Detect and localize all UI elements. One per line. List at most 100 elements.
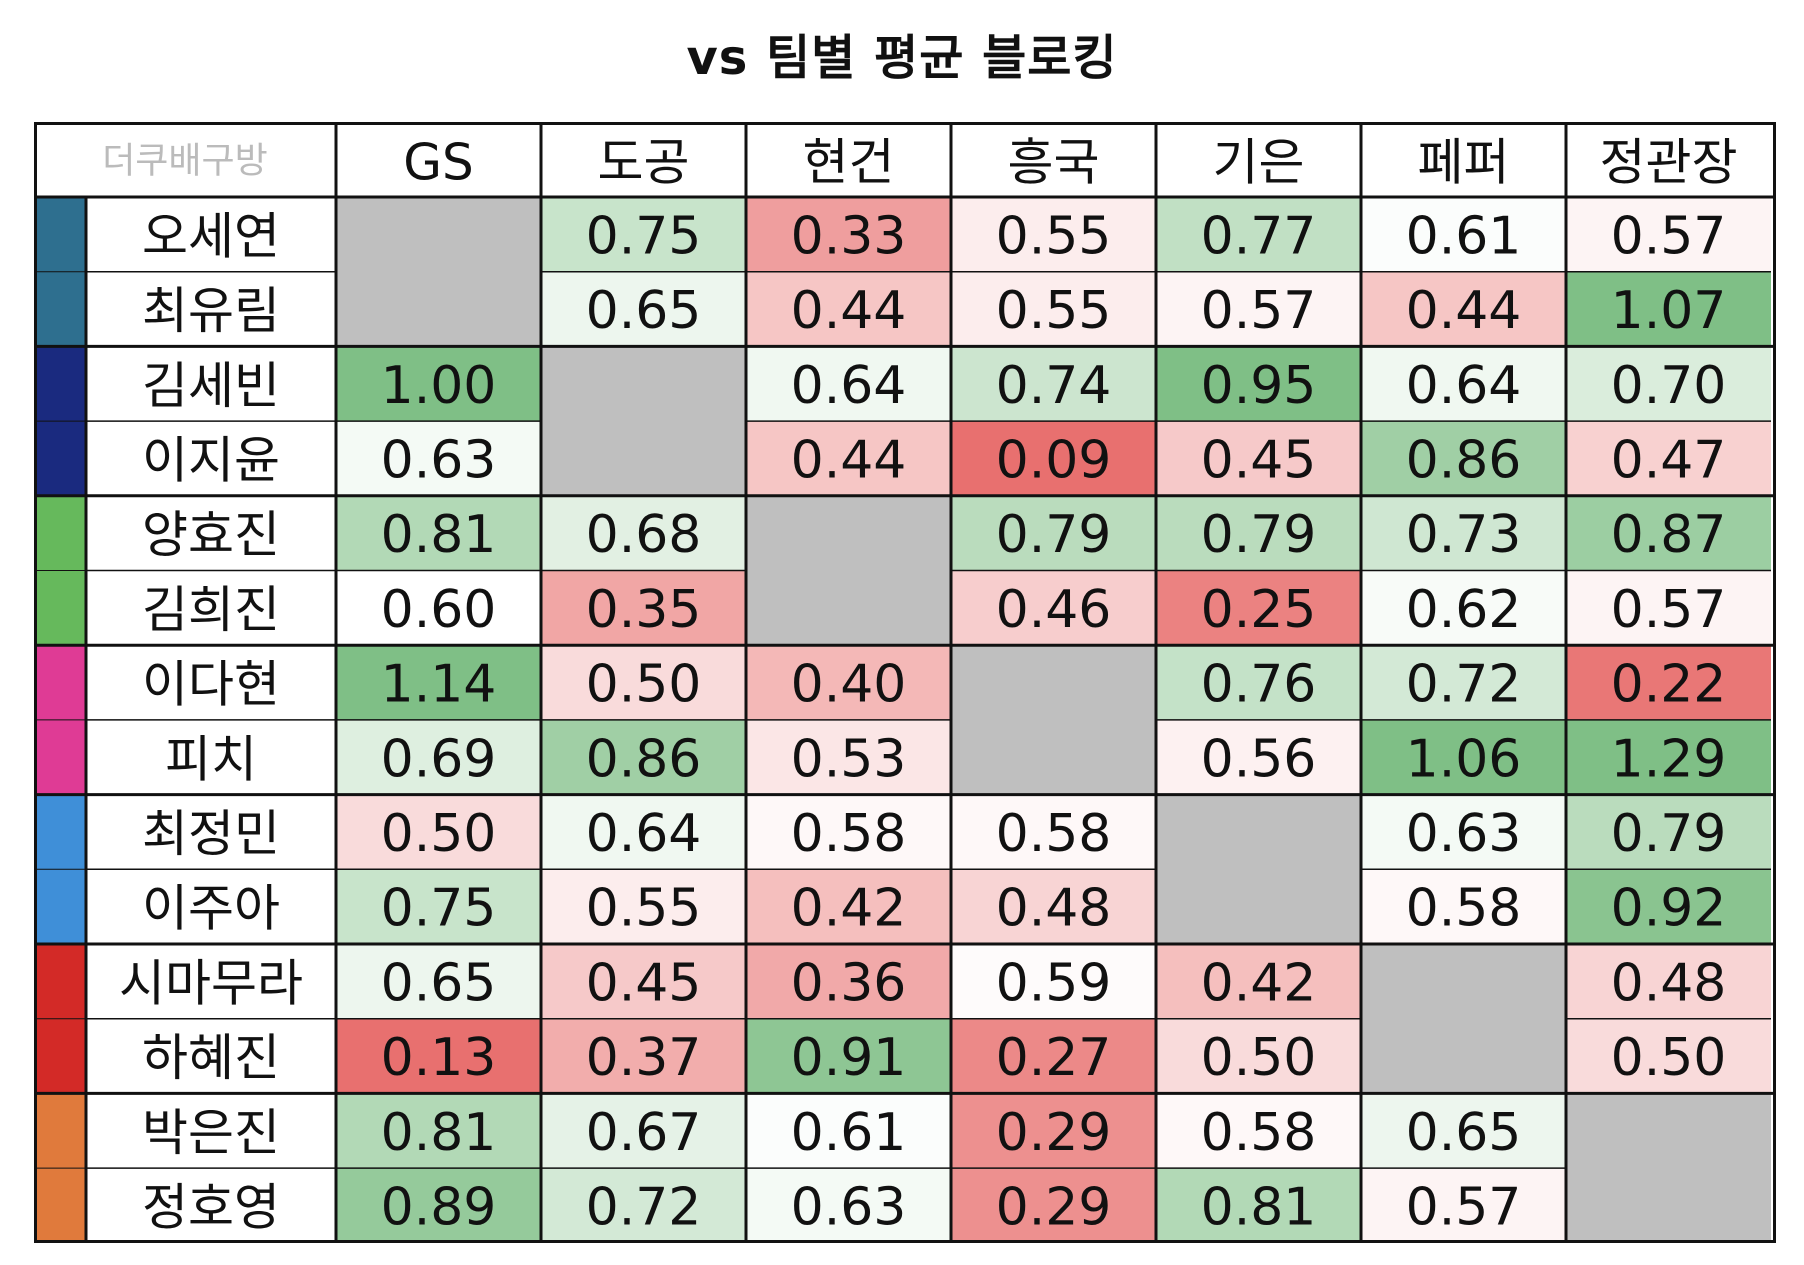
- team-color-strip-6: [34, 645, 86, 720]
- na-cell-4-2: [746, 495, 951, 646]
- cell-value-13-1: 0.72: [586, 1177, 702, 1237]
- cell-value-2-4: 0.95: [1201, 356, 1317, 416]
- heat-cell-10-4: [1156, 944, 1361, 1019]
- heat-cell-11-2: [746, 1018, 951, 1094]
- heat-cell-5-0: [336, 570, 541, 646]
- team-color-strip-10: [34, 944, 86, 1019]
- heat-cell-8-6: [1566, 794, 1771, 870]
- team-color-strip-1: [34, 271, 86, 347]
- cell-value-7-4: 0.56: [1201, 729, 1317, 789]
- heat-cell-1-2: [746, 271, 951, 347]
- cell-value-8-2: 0.58: [791, 804, 907, 864]
- heat-cell-1-3: [951, 271, 1156, 347]
- cell-value-3-4: 0.45: [1201, 430, 1317, 490]
- cell-value-4-0: 0.81: [381, 505, 497, 565]
- heat-cell-12-0: [336, 1093, 541, 1169]
- cell-value-12-0: 0.81: [381, 1103, 497, 1163]
- player-name-10: 시마무라: [119, 954, 303, 1012]
- heat-cell-13-5: [1361, 1168, 1566, 1243]
- cell-value-4-6: 0.87: [1611, 505, 1727, 565]
- cell-value-4-1: 0.68: [586, 505, 702, 565]
- player-name-13: 정호영: [142, 1178, 280, 1236]
- column-header-0: GS: [403, 134, 473, 192]
- heat-cell-12-5: [1361, 1093, 1566, 1169]
- cell-value-7-0: 0.69: [381, 729, 497, 789]
- cell-value-12-5: 0.65: [1406, 1103, 1522, 1163]
- heat-cell-4-4: [1156, 495, 1361, 571]
- heat-cell-4-3: [951, 495, 1156, 571]
- player-name-4: 양효진: [142, 506, 280, 564]
- cell-value-7-5: 1.06: [1406, 729, 1522, 789]
- cell-value-7-2: 0.53: [791, 729, 907, 789]
- column-header-3: 흥국: [1008, 134, 1100, 192]
- cell-value-4-5: 0.73: [1406, 505, 1522, 565]
- heat-cell-4-6: [1566, 495, 1771, 571]
- cell-value-3-5: 0.86: [1406, 430, 1522, 490]
- heat-cell-3-2: [746, 421, 951, 496]
- heat-cell-6-1: [541, 645, 746, 720]
- cell-value-8-3: 0.58: [996, 804, 1112, 864]
- cell-value-5-3: 0.46: [996, 580, 1112, 640]
- cell-value-11-1: 0.37: [586, 1028, 702, 1088]
- heat-cell-7-4: [1156, 719, 1361, 795]
- column-header-5: 페퍼: [1418, 134, 1510, 192]
- cell-value-6-0: 1.14: [381, 655, 497, 715]
- team-color-strip-2: [34, 346, 86, 422]
- team-color-strip-7: [34, 719, 86, 795]
- heat-cell-11-1: [541, 1018, 746, 1094]
- heat-cell-9-2: [746, 869, 951, 944]
- cell-value-5-0: 0.60: [381, 580, 497, 640]
- heat-cell-2-4: [1156, 346, 1361, 422]
- cell-value-8-5: 0.63: [1406, 804, 1522, 864]
- heat-cell-12-4: [1156, 1093, 1361, 1169]
- heat-cell-4-5: [1361, 495, 1566, 571]
- column-header-2: 현건: [803, 134, 895, 192]
- cell-value-13-5: 0.57: [1406, 1177, 1522, 1237]
- heat-cell-1-5: [1361, 271, 1566, 347]
- cell-value-1-4: 0.57: [1201, 281, 1317, 341]
- cell-value-13-0: 0.89: [381, 1177, 497, 1237]
- cell-value-13-3: 0.29: [996, 1177, 1112, 1237]
- heat-cell-3-6: [1566, 421, 1771, 496]
- cell-value-0-6: 0.57: [1611, 206, 1727, 266]
- corner-label: 더쿠배구방: [102, 141, 268, 182]
- cell-value-2-6: 0.70: [1611, 356, 1727, 416]
- player-name-11: 하혜진: [142, 1029, 280, 1087]
- heat-cell-2-3: [951, 346, 1156, 422]
- player-name-6: 이다현: [142, 656, 280, 714]
- cell-value-3-0: 0.63: [381, 430, 497, 490]
- cell-value-3-2: 0.44: [791, 430, 907, 490]
- column-header-4: 기은: [1213, 134, 1305, 192]
- heat-cell-3-0: [336, 421, 541, 496]
- heat-cell-6-0: [336, 645, 541, 720]
- heat-cell-10-3: [951, 944, 1156, 1019]
- player-name-8: 최정민: [142, 805, 280, 863]
- heat-cell-9-0: [336, 869, 541, 944]
- heatmap-table: 더쿠배구방 GS 도공 현건 흥국 기은 페퍼 정관장 오세연 0.75 0.33 0.55 0.77 0…: [34, 122, 1776, 1243]
- heat-cell-1-1: [541, 271, 746, 347]
- heat-cell-9-1: [541, 869, 746, 944]
- team-color-strip-13: [34, 1168, 86, 1243]
- heat-cell-7-5: [1361, 719, 1566, 795]
- cell-value-0-5: 0.61: [1406, 206, 1522, 266]
- cell-value-3-6: 0.47: [1611, 430, 1727, 490]
- cell-value-11-6: 0.50: [1611, 1028, 1727, 1088]
- heat-cell-11-0: [336, 1018, 541, 1094]
- team-color-strip-8: [34, 794, 86, 870]
- cell-value-9-3: 0.48: [996, 879, 1112, 939]
- cell-value-13-4: 0.81: [1201, 1177, 1317, 1237]
- cell-value-8-1: 0.64: [586, 804, 702, 864]
- cell-value-0-1: 0.75: [586, 206, 702, 266]
- heat-cell-2-0: [336, 346, 541, 422]
- heat-cell-9-6: [1566, 869, 1771, 944]
- heat-cell-10-0: [336, 944, 541, 1019]
- heat-cell-11-6: [1566, 1018, 1771, 1094]
- cell-value-0-4: 0.77: [1201, 206, 1317, 266]
- heat-cell-0-2: [746, 197, 951, 272]
- cell-value-3-3: 0.09: [996, 430, 1112, 490]
- heat-cell-6-6: [1566, 645, 1771, 720]
- heat-cell-1-4: [1156, 271, 1361, 347]
- heat-cell-13-0: [336, 1168, 541, 1243]
- na-cell-12-6: [1566, 1093, 1771, 1243]
